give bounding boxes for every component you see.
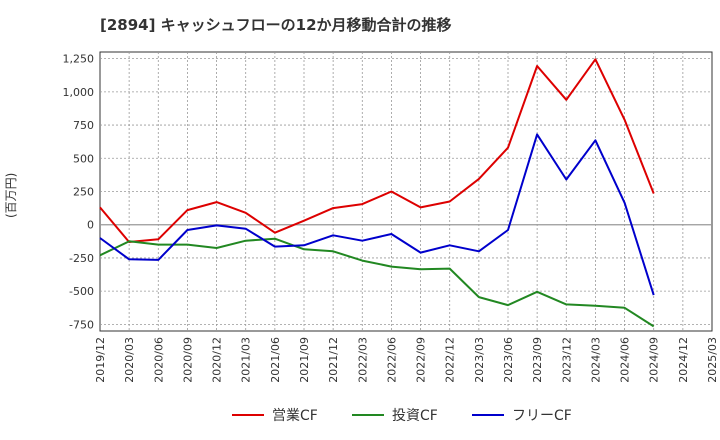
y-tick-label: 0	[87, 219, 94, 232]
series-line-0	[99, 58, 655, 243]
x-tick-label: 2023/09	[531, 337, 544, 383]
y-tick-label: 250	[73, 186, 94, 199]
x-tick-label: 2024/09	[648, 337, 661, 383]
x-tick-label: 2022/09	[415, 337, 428, 383]
y-tick-label: 1,250	[63, 53, 95, 66]
x-tick-label: 2024/03	[589, 337, 602, 383]
x-tick-label: 2021/06	[269, 337, 282, 383]
x-tick-label: 2021/12	[327, 337, 340, 383]
x-tick-label: 2020/09	[181, 337, 194, 383]
chart-title: [2894] キャッシュフローの12か月移動合計の推移	[100, 16, 452, 34]
x-tick-label: 2022/12	[444, 337, 457, 383]
y-tick-label: 750	[73, 119, 94, 132]
x-tick-label: 2024/12	[677, 337, 690, 383]
y-tick-label: 1,000	[63, 86, 95, 99]
y-tick-label: 500	[73, 152, 94, 165]
x-tick-label: 2022/06	[385, 337, 398, 383]
y-tick-label: -500	[69, 285, 94, 298]
y-tick-label: -250	[69, 252, 94, 265]
x-tick-label: 2019/12	[94, 337, 107, 383]
x-tick-label: 2020/06	[152, 337, 165, 383]
x-tick-label: 2021/09	[298, 337, 311, 383]
x-tick-label: 2020/03	[123, 337, 136, 383]
x-tick-label: 2022/03	[356, 337, 369, 383]
legend-label-2: フリーCF	[512, 408, 572, 424]
x-tick-label: 2023/03	[473, 337, 486, 383]
x-tick-label: 2024/06	[619, 337, 632, 383]
x-tick-label: 2023/06	[502, 337, 515, 383]
x-tick-label: 2020/12	[211, 337, 224, 383]
series-line-2	[99, 133, 655, 296]
x-tick-label: 2025/03	[706, 337, 719, 383]
x-tick-label: 2021/03	[240, 337, 253, 383]
y-tick-label: -750	[69, 318, 94, 331]
series-line-1	[99, 237, 655, 328]
x-tick-label: 2023/12	[560, 337, 573, 383]
legend-label-0: 営業CF	[272, 408, 318, 424]
legend-label-1: 投資CF	[392, 408, 438, 424]
